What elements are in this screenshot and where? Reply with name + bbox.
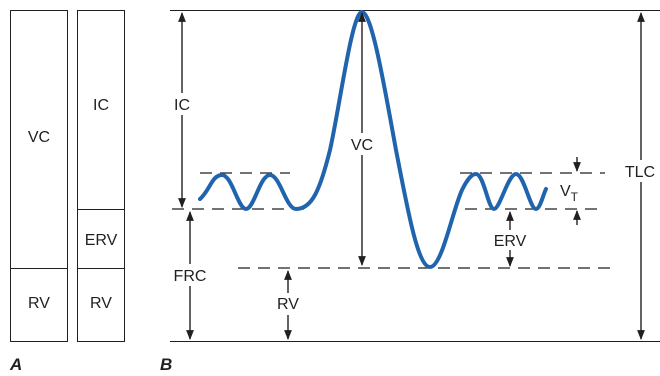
erv-label: ERV: [494, 233, 527, 250]
panel-a-rv-label-2: RV: [90, 295, 112, 312]
vt-label: VT: [560, 183, 579, 204]
panel-b: IC FRC RV VC ERV VT TLC B: [160, 10, 660, 374]
ic-label: IC: [174, 97, 190, 114]
vc-label-bg: [345, 133, 379, 155]
vt-label-main: V: [560, 183, 571, 200]
panel-a-rv-label-1: RV: [28, 295, 50, 312]
frc-label: FRC: [174, 268, 207, 285]
erv-label-bg: [488, 230, 532, 250]
vc-column-box: [10, 10, 68, 342]
panel-a-label: A: [9, 355, 22, 374]
capacity-column-box: [77, 10, 125, 342]
panel-a-erv-label: ERV: [85, 232, 118, 249]
panel-a-vc-label: VC: [28, 129, 50, 146]
tlc-label-bg: [620, 160, 660, 182]
panel-a: VC RV IC ERV RV A: [9, 10, 125, 374]
ic-label-bg: [164, 93, 200, 115]
spirometry-curve: [198, 10, 548, 269]
panel-b-label: B: [160, 355, 172, 374]
vt-label-sub: T: [571, 190, 579, 204]
frc-label-bg: [168, 264, 212, 286]
tlc-label: TLC: [625, 164, 655, 181]
vc-label: VC: [351, 137, 373, 154]
panel-a-ic-label: IC: [93, 97, 109, 114]
rv-label-bg: [272, 293, 304, 315]
rv-label: RV: [277, 296, 299, 313]
